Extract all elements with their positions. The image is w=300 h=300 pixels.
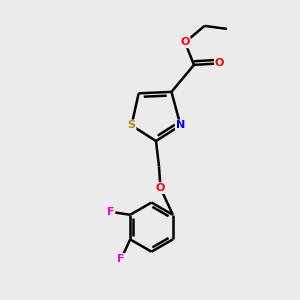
Text: F: F <box>107 207 114 217</box>
Text: N: N <box>176 120 185 130</box>
Text: F: F <box>117 254 125 264</box>
Text: O: O <box>180 38 190 47</box>
Text: S: S <box>128 120 136 130</box>
Text: O: O <box>156 183 165 193</box>
Text: O: O <box>215 58 224 68</box>
